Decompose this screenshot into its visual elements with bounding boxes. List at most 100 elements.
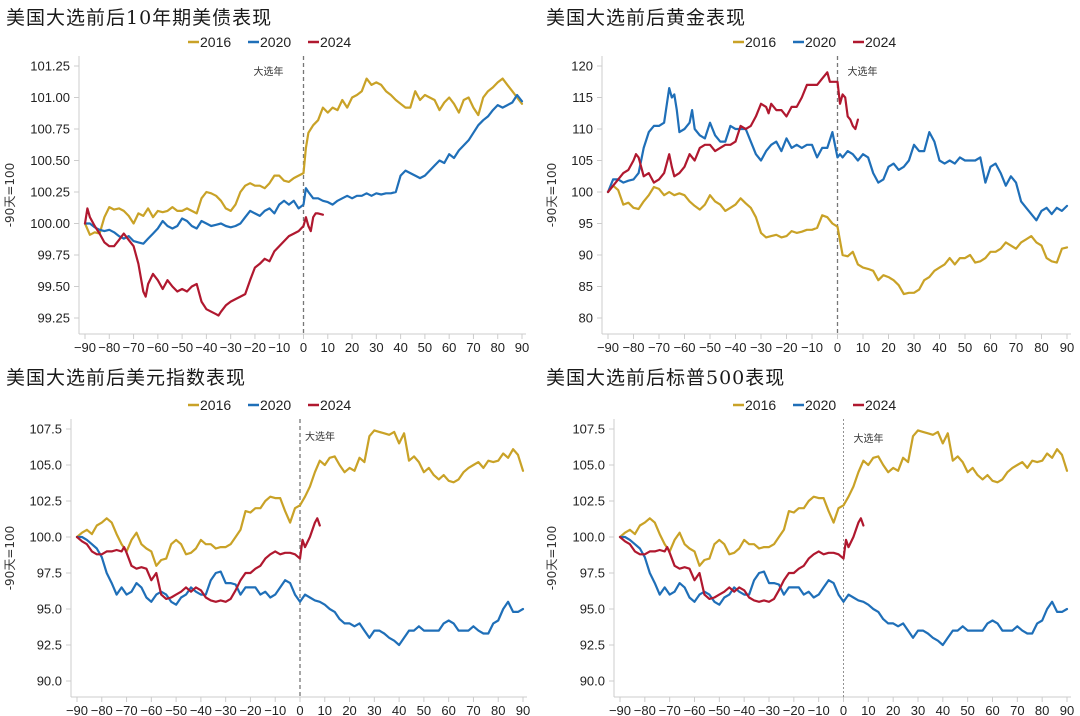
- x-tick-label: −50: [708, 703, 730, 716]
- y-tick-label: 100.0: [29, 530, 62, 545]
- x-tick-label: 40: [392, 703, 406, 716]
- series-line-2024: [618, 517, 865, 603]
- x-tick-label: −90: [597, 340, 619, 355]
- x-tick-label: 70: [1010, 703, 1024, 716]
- y-tick-label: 105.0: [572, 458, 605, 473]
- series-line-2020: [83, 93, 524, 245]
- y-tick-label: 90.0: [37, 674, 62, 689]
- x-tick-label: 80: [1035, 703, 1049, 716]
- x-tick-label: −40: [733, 703, 755, 716]
- y-tick-label: 100.0: [572, 530, 605, 545]
- x-tick-label: −70: [648, 340, 670, 355]
- series-line-2020: [75, 535, 525, 647]
- legend-label-2024: 2024: [320, 34, 351, 50]
- x-tick-label: −50: [699, 340, 721, 355]
- series-line-2016: [83, 77, 524, 236]
- y-tick-label: 100.25: [30, 185, 70, 200]
- x-tick-label: 20: [886, 703, 900, 716]
- legend-label-2016: 2016: [200, 34, 231, 50]
- y-tick-label: 101.25: [30, 59, 70, 74]
- y-tick-label: 90.0: [580, 674, 605, 689]
- x-tick-label: −10: [808, 703, 830, 716]
- series-line-2020: [618, 535, 1069, 647]
- x-tick-label: −90: [66, 703, 88, 716]
- y-tick-label: 105.0: [29, 458, 62, 473]
- x-tick-label: 50: [418, 340, 432, 355]
- x-tick-label: −50: [171, 340, 193, 355]
- series-line-2024: [606, 71, 859, 194]
- x-tick-label: −50: [165, 703, 187, 716]
- y-tick-label: 100.00: [30, 216, 70, 231]
- chart-svg: 90.092.595.097.5100.0102.5105.0107.5−90−…: [545, 397, 1074, 716]
- x-tick-label: 10: [861, 703, 875, 716]
- x-tick-label: 80: [490, 340, 504, 355]
- series-line-2020: [606, 86, 1069, 222]
- x-tick-label: 30: [367, 703, 381, 716]
- x-tick-label: 0: [300, 340, 307, 355]
- chart-panel-treasury: 美国大选前后10年期美债表现 99.25 99.50 99.75 100.00 100.…: [0, 0, 540, 356]
- x-tick-label: −60: [147, 340, 169, 355]
- x-tick-label: 10: [321, 340, 335, 355]
- chart-svg: 90.092.595.097.5100.0102.5105.0107.5−90−…: [3, 397, 530, 716]
- x-tick-label: 90: [515, 340, 529, 355]
- y-tick-label: 120: [571, 59, 593, 74]
- series-line-2016: [618, 429, 1069, 567]
- x-tick-label: 40: [932, 340, 946, 355]
- x-tick-label: 90: [1060, 340, 1074, 355]
- x-tick-label: −20: [783, 703, 805, 716]
- legend-label-2016: 2016: [200, 397, 231, 413]
- x-tick-label: −30: [220, 340, 242, 355]
- annotation-election-year: 大选年: [854, 432, 884, 445]
- annotation-election-year: 大选年: [254, 65, 284, 78]
- x-tick-label: −40: [724, 340, 746, 355]
- x-tick-label: 30: [907, 340, 921, 355]
- x-tick-label: 80: [1034, 340, 1048, 355]
- x-tick-label: −80: [622, 340, 644, 355]
- x-tick-label: −70: [116, 703, 138, 716]
- series-line-2016: [606, 184, 1069, 296]
- x-tick-label: 50: [960, 703, 974, 716]
- y-axis-label: -90天=100: [545, 163, 559, 228]
- series-line-2024: [75, 517, 321, 603]
- y-tick-label: 80: [579, 311, 593, 326]
- x-tick-label: −80: [91, 703, 113, 716]
- x-tick-label: 70: [1009, 340, 1023, 355]
- series-line-2016: [75, 429, 525, 567]
- chart-title: 美国大选前后美元指数表现: [6, 367, 247, 389]
- legend-label-2024: 2024: [865, 397, 896, 413]
- x-tick-label: −80: [634, 703, 656, 716]
- x-tick-label: 0: [296, 703, 303, 716]
- x-tick-label: −60: [683, 703, 705, 716]
- x-tick-label: 40: [393, 340, 407, 355]
- y-tick-label: 100.50: [30, 153, 70, 168]
- x-tick-label: −10: [801, 340, 823, 355]
- series-line-2024: [83, 207, 324, 317]
- legend-label-2020: 2020: [805, 397, 836, 413]
- y-axis-label: -90天=100: [3, 163, 17, 228]
- annotation-election-year: 大选年: [305, 430, 335, 443]
- x-tick-label: −90: [74, 340, 96, 355]
- legend-label-2024: 2024: [320, 397, 351, 413]
- x-tick-label: 60: [442, 340, 456, 355]
- y-tick-label: 100: [571, 185, 593, 200]
- x-tick-label: −80: [98, 340, 120, 355]
- y-tick-label: 85: [579, 279, 593, 294]
- y-tick-label: 102.5: [29, 494, 62, 509]
- x-tick-label: 60: [985, 703, 999, 716]
- x-tick-label: 20: [345, 340, 359, 355]
- x-tick-label: 10: [856, 340, 870, 355]
- legend-label-2016: 2016: [745, 397, 776, 413]
- legend-label-2016: 2016: [745, 34, 776, 50]
- x-tick-label: 40: [936, 703, 950, 716]
- y-tick-label: 95.0: [37, 602, 62, 617]
- x-tick-label: −10: [264, 703, 286, 716]
- x-tick-label: −40: [190, 703, 212, 716]
- x-tick-label: 60: [441, 703, 455, 716]
- y-tick-label: 95.0: [580, 602, 605, 617]
- y-tick-label: 92.5: [580, 638, 605, 653]
- x-tick-label: −60: [140, 703, 162, 716]
- legend-label-2024: 2024: [865, 34, 896, 50]
- x-tick-label: 90: [1060, 703, 1074, 716]
- legend-label-2020: 2020: [260, 34, 291, 50]
